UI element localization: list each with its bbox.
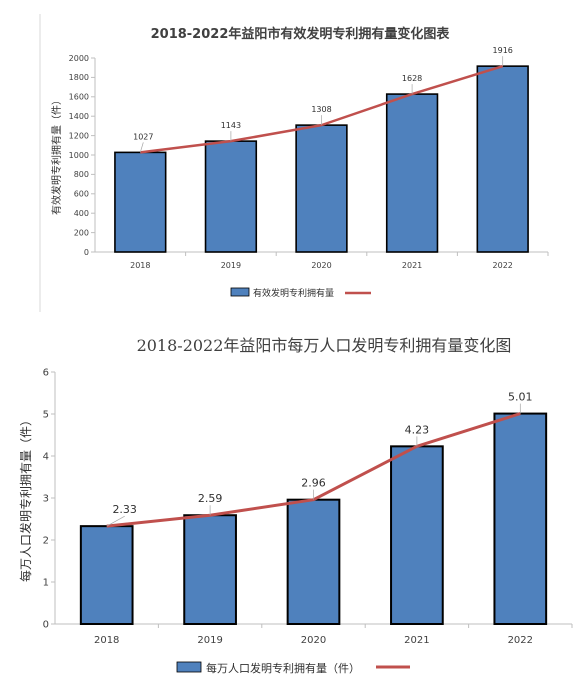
chart2-title: 2018-2022年益阳市每万人口发明专利拥有量变化图 bbox=[137, 336, 512, 355]
c2-data-label-2021: 4.23 bbox=[405, 423, 430, 436]
c2-y-tick-label: 5 bbox=[43, 410, 49, 421]
c1-x-tick-label-2018: 2018 bbox=[130, 261, 150, 270]
chart1-legend-bar-swatch bbox=[230, 287, 250, 297]
c1-bar-2022 bbox=[476, 65, 529, 253]
c2-x-tick-label-2020: 2020 bbox=[301, 635, 326, 646]
c1-x-tick-label-2022: 2022 bbox=[493, 261, 513, 270]
c2-bar-2020 bbox=[286, 498, 341, 625]
c1-data-label-2022: 1916 bbox=[493, 46, 513, 55]
c2-data-label-leader bbox=[106, 515, 125, 527]
chart1-y-axis-label: 有效发明专利拥有量（件） bbox=[50, 95, 63, 215]
c2-data-label-2022: 5.01 bbox=[508, 391, 533, 404]
c2-y-tick-label: 0 bbox=[43, 620, 49, 631]
c1-x-tick-label-2020: 2020 bbox=[311, 261, 331, 270]
c2-x-tick-label-2022: 2022 bbox=[508, 635, 533, 646]
c2-data-label-2020: 2.96 bbox=[301, 477, 326, 490]
c2-data-label-2018: 2.33 bbox=[112, 503, 137, 516]
c1-data-label-2020: 1308 bbox=[311, 105, 331, 114]
chart2-y-axis-label: 每万人口发明专利拥有量（件） bbox=[18, 414, 33, 582]
c1-data-label-leader bbox=[139, 142, 144, 153]
c1-y-tick-label: 1000 bbox=[69, 151, 89, 160]
c1-data-label-2021: 1628 bbox=[402, 74, 422, 83]
chart-patents-per-10k: 2018-2022年益阳市每万人口发明专利拥有量变化图 每万人口发明专利拥有量（… bbox=[18, 336, 573, 675]
c1-data-label-2019: 1143 bbox=[221, 121, 241, 130]
c2-x-tick-label-2018: 2018 bbox=[94, 635, 119, 646]
c1-y-tick-label: 0 bbox=[84, 248, 89, 257]
chart2-legend: 每万人口发明专利拥有量（件） bbox=[176, 661, 410, 675]
c2-x-tick-label-2021: 2021 bbox=[404, 635, 429, 646]
c1-data-label-2018: 1027 bbox=[133, 132, 153, 141]
c2-bar-2018 bbox=[79, 525, 134, 626]
chart2-legend-bar-swatch bbox=[176, 661, 202, 673]
c1-y-tick-label: 1400 bbox=[69, 112, 89, 121]
c2-x-tick-label-2019: 2019 bbox=[197, 635, 222, 646]
chart1-title: 2018-2022年益阳市有效发明专利拥有量变化图表 bbox=[151, 26, 451, 42]
c2-bar-2022 bbox=[493, 412, 548, 625]
c2-y-tick-label: 4 bbox=[43, 452, 49, 463]
c2-y-tick-label: 6 bbox=[43, 368, 49, 379]
c1-y-tick-label: 400 bbox=[74, 209, 89, 218]
c2-data-label-2019: 2.59 bbox=[198, 492, 223, 505]
c1-x-tick-label-2021: 2021 bbox=[402, 261, 422, 270]
c1-y-tick-label: 200 bbox=[74, 228, 89, 237]
c1-y-tick-label: 1600 bbox=[69, 93, 89, 102]
c2-bar-2019 bbox=[183, 514, 237, 625]
c2-y-tick-label: 3 bbox=[43, 494, 49, 505]
c1-y-tick-label: 800 bbox=[74, 170, 89, 179]
c2-y-tick-label: 1 bbox=[43, 578, 49, 589]
c1-bar-2021 bbox=[385, 93, 439, 253]
c1-bar-2020 bbox=[295, 124, 348, 253]
c1-bar-2018 bbox=[114, 151, 167, 253]
c1-y-tick-label: 1200 bbox=[69, 131, 89, 140]
c1-bar-2019 bbox=[204, 140, 258, 253]
c2-y-tick-label: 2 bbox=[43, 536, 49, 547]
c1-x-tick-label-2019: 2019 bbox=[221, 261, 241, 270]
chart1-legend-label: 有效发明专利拥有量 bbox=[253, 287, 334, 299]
chart2-legend-label: 每万人口发明专利拥有量（件） bbox=[206, 661, 360, 675]
c1-y-tick-label: 1800 bbox=[69, 73, 89, 82]
c1-y-tick-label: 600 bbox=[74, 190, 89, 199]
chart1-legend: 有效发明专利拥有量 bbox=[230, 287, 371, 299]
chart-patents-total: 2018-2022年益阳市有效发明专利拥有量变化图表 有效发明专利拥有量（件） … bbox=[39, 14, 549, 312]
c2-bar-2021 bbox=[390, 445, 444, 625]
c1-y-tick-label: 2000 bbox=[69, 54, 89, 63]
